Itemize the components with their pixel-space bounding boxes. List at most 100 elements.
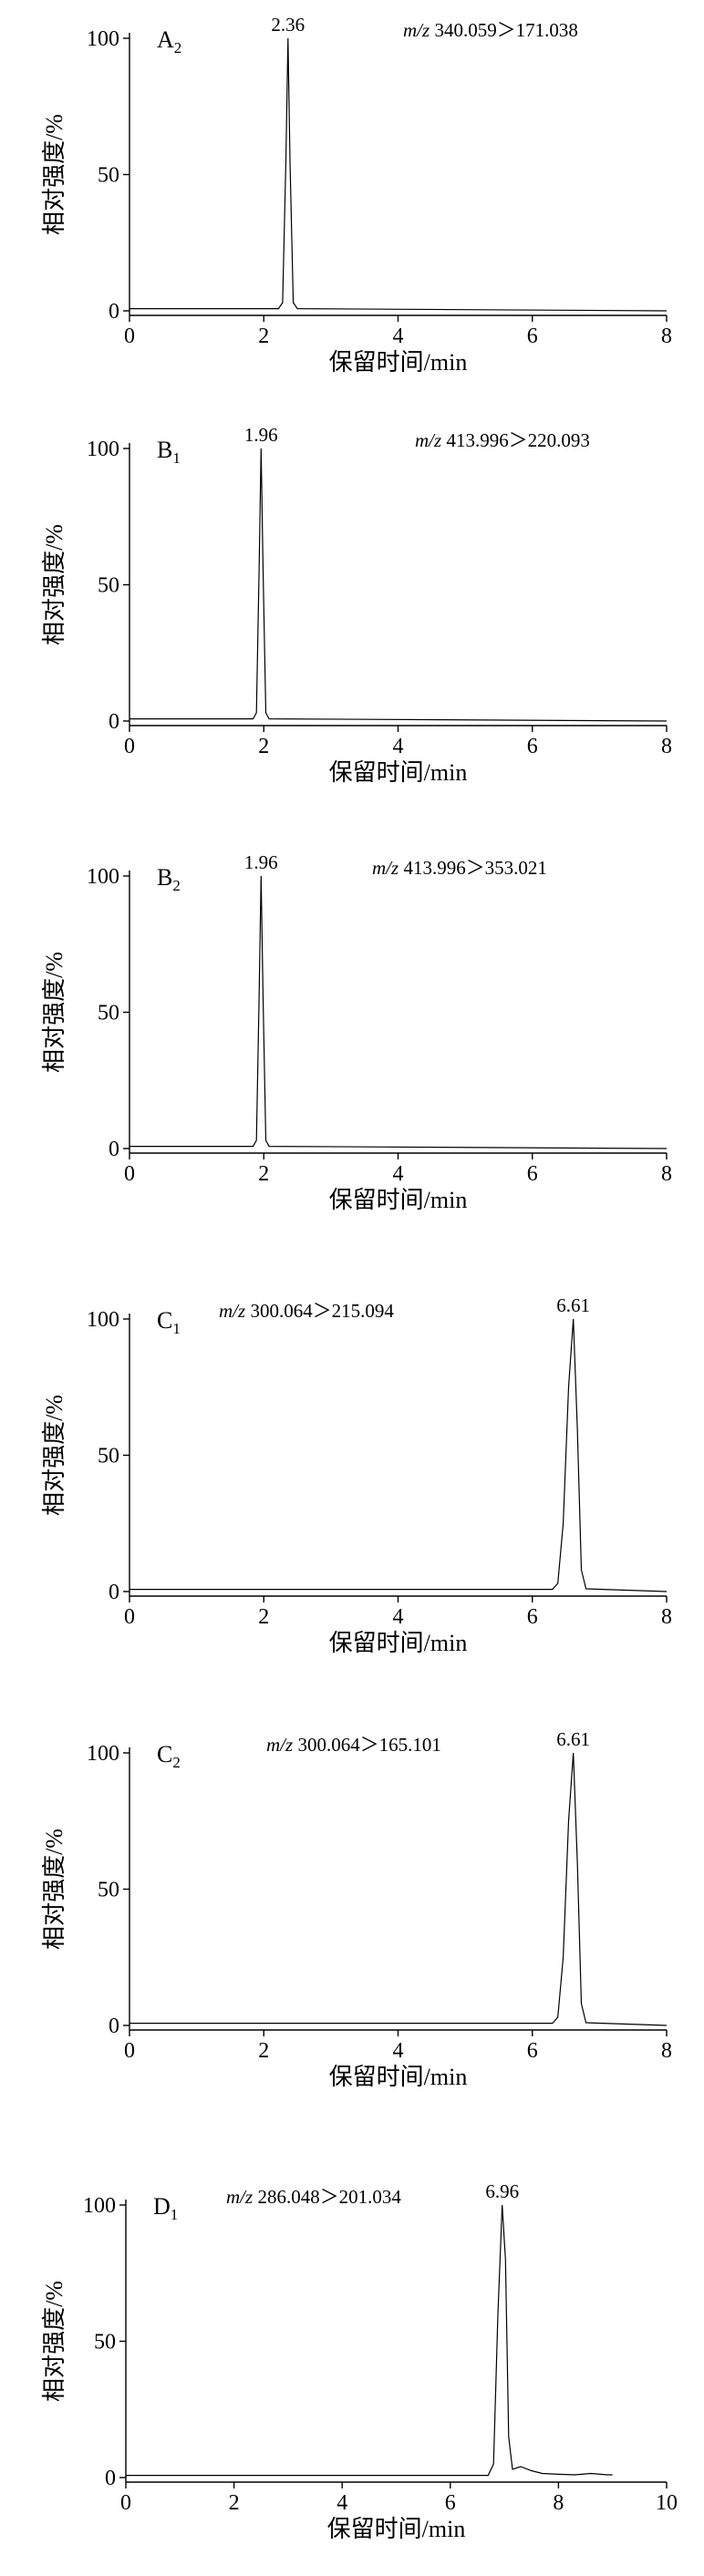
y-axis-title: 相对强度/% [41, 2281, 67, 2402]
y-tick-label: 50 [98, 164, 119, 188]
mz-value: 300.064＞165.101 [293, 1734, 441, 1756]
x-axis-title: 保留时间/min [329, 759, 468, 786]
y-axis-title: 相对强度/% [41, 1395, 67, 1516]
x-tick-label: 6 [527, 1162, 538, 1186]
x-tick-label: 2 [258, 1162, 269, 1186]
mz-value: 413.996＞220.093 [441, 429, 590, 451]
y-axis-title: 相对强度/% [41, 114, 67, 235]
x-tick-label: 4 [393, 1162, 404, 1186]
x-tick-label: 0 [124, 1605, 135, 1629]
panel-label: D1 [153, 2193, 178, 2223]
panel-subscript: 2 [172, 1754, 181, 1771]
y-tick-label: 0 [109, 710, 119, 734]
chart-panel-6: 0 50 100 0 2 4 6 8 10 保留时间/min 相对强度/% D1 m/z 286.048… [41, 2180, 678, 2542]
chromatogram-trace [129, 1318, 668, 1592]
x-tick-label: 4 [393, 1605, 404, 1629]
y-tick-label: 100 [87, 1308, 119, 1332]
peak-retention-label: 2.36 [271, 14, 305, 36]
y-tick-label: 100 [83, 2194, 116, 2218]
chromatogram-trace [129, 448, 668, 722]
x-axis-title: 保留时间/min [327, 2516, 466, 2542]
x-tick-label: 8 [553, 2491, 564, 2515]
x-tick-label: 6 [527, 1605, 538, 1629]
y-tick-label: 100 [87, 865, 119, 889]
x-tick-label: 0 [124, 325, 135, 348]
mz-transition-label: m/z 300.064＞215.094 [219, 1300, 394, 1322]
x-tick-label: 4 [336, 2491, 347, 2515]
y-axis-title: 相对强度/% [41, 1829, 67, 1950]
panel-letter: D [153, 2193, 171, 2220]
y-tick-label: 100 [87, 438, 119, 461]
mz-value: 340.059＞171.038 [430, 19, 578, 41]
y-tick-label: 0 [109, 1138, 119, 1161]
peak-retention-label: 6.96 [485, 2180, 519, 2202]
panel-label: B1 [157, 437, 181, 467]
x-axis-title: 保留时间/min [329, 349, 468, 376]
x-tick-label: 10 [656, 2491, 678, 2515]
x-tick-label: 0 [124, 1162, 135, 1186]
x-tick-label: 6 [445, 2491, 456, 2515]
y-tick-label: 0 [109, 300, 119, 324]
panel-letter: C [157, 1741, 172, 1767]
panel-letter: B [157, 437, 172, 463]
x-tick-label: 2 [258, 325, 269, 348]
y-tick-label: 50 [98, 1002, 119, 1025]
peak-retention-label: 1.96 [244, 424, 278, 446]
mz-value: 413.996＞353.021 [399, 857, 547, 879]
x-axis-title: 保留时间/min [329, 1630, 468, 1656]
y-axis-title: 相对强度/% [41, 952, 67, 1073]
x-tick-label: 6 [527, 325, 538, 348]
x-tick-label: 6 [527, 735, 538, 758]
panel-letter: C [157, 1307, 172, 1334]
mz-transition-label: m/z 413.996＞220.093 [415, 429, 590, 451]
mz-prefix: m/z [403, 19, 430, 41]
mz-transition-label: m/z 300.064＞165.101 [266, 1734, 441, 1756]
x-tick-label: 2 [258, 735, 269, 758]
chromatogram-trace [129, 875, 668, 1149]
mz-transition-label: m/z 340.059＞171.038 [403, 19, 578, 41]
y-tick-label: 50 [94, 2331, 116, 2354]
x-tick-label: 0 [120, 2491, 131, 2515]
y-tick-label: 100 [87, 1742, 119, 1766]
peak-retention-label: 1.96 [244, 851, 278, 873]
panel-subscript: 1 [172, 1320, 181, 1337]
x-tick-label: 0 [124, 2039, 135, 2063]
x-tick-label: 4 [393, 735, 404, 758]
y-tick-label: 100 [87, 27, 119, 51]
mz-value: 286.048＞201.034 [253, 2186, 401, 2208]
mz-transition-label: m/z 286.048＞201.034 [226, 2186, 401, 2208]
x-tick-label: 4 [393, 2039, 404, 2063]
x-tick-label: 8 [661, 1605, 672, 1629]
x-axis-title: 保留时间/min [329, 1187, 468, 1213]
mz-prefix: m/z [415, 429, 441, 451]
y-tick-label: 0 [105, 2467, 116, 2490]
x-tick-label: 0 [124, 735, 135, 758]
x-tick-label: 8 [661, 735, 672, 758]
y-tick-label: 0 [109, 1581, 119, 1604]
panel-label: C2 [157, 1741, 181, 1771]
panel-subscript: 1 [172, 449, 181, 467]
panel-letter: B [157, 864, 172, 891]
peak-retention-label: 6.61 [556, 1728, 590, 1750]
x-tick-label: 8 [661, 1162, 672, 1186]
mz-transition-label: m/z 413.996＞353.021 [372, 857, 547, 879]
y-axis-title: 相对强度/% [41, 524, 67, 645]
panel-subscript: 1 [171, 2206, 179, 2223]
panel-subscript: 2 [172, 877, 181, 894]
x-tick-label: 2 [258, 2039, 269, 2063]
y-tick-label: 0 [109, 2014, 119, 2038]
chromatogram-trace [129, 37, 668, 312]
y-tick-label: 50 [98, 1879, 119, 1902]
x-axis-title: 保留时间/min [329, 2064, 468, 2090]
x-tick-label: 4 [393, 325, 404, 348]
peak-retention-label: 6.61 [556, 1294, 590, 1316]
chromatogram-trace [129, 1752, 668, 2026]
x-tick-label: 6 [527, 2039, 538, 2063]
x-tick-label: 8 [661, 325, 672, 348]
mz-prefix: m/z [226, 2186, 253, 2208]
mz-prefix: m/z [219, 1300, 245, 1322]
panel-label: B2 [157, 864, 181, 894]
y-tick-label: 50 [98, 574, 119, 598]
